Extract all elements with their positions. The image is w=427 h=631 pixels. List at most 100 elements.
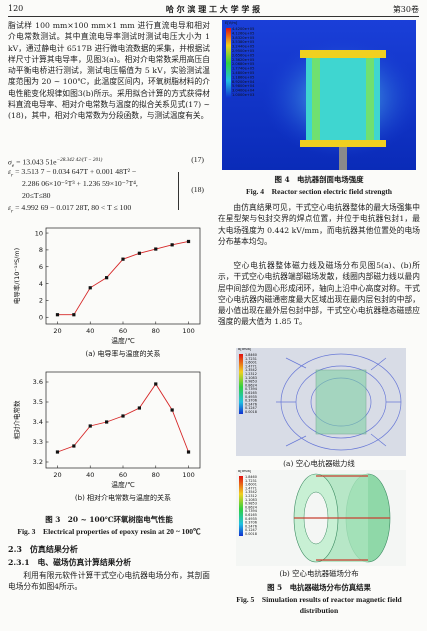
legend-value: 1.1083 — [245, 498, 257, 502]
chart: 20 40 60 80 100 0 2 4 6 8 10 温度/℃ 电导率/(10⁻¹⁴S/m) (a) … — [12, 227, 201, 358]
legend-value: 1.6001 — [245, 361, 257, 365]
eq-line: 2.286 06×10⁻⁵T³ + 1.236 59×10⁻⁷T⁴, — [22, 179, 138, 188]
running-header: 120 哈 尔 滨 理 工 大 学 学 报 第30卷 — [8, 4, 419, 17]
volume: 第30卷 — [392, 5, 419, 14]
legend-value: 1.3542 — [245, 368, 257, 372]
y-tick-label: 3.6 — [33, 378, 43, 386]
data-point — [154, 382, 158, 386]
legend-value: 1.4771 — [245, 364, 257, 368]
legend-value: 0.7394 — [245, 387, 257, 391]
legend-value: 0.1247 — [245, 528, 257, 532]
y-tick-label: 2 — [39, 297, 43, 305]
legend-value: 0.6165 — [245, 391, 257, 395]
figure-caption: 图 4 电抗器剖面电场强度 — [274, 175, 364, 184]
legend-value: 1.4771 — [245, 486, 257, 490]
data-point — [55, 450, 60, 454]
data-point — [72, 313, 76, 317]
subfigure-caption: (a) 空心电抗器磁力线 — [283, 459, 355, 468]
data-point — [137, 406, 141, 410]
legend-value: 1.4800e+05 — [232, 71, 254, 75]
legend-title: B[tesla] — [238, 470, 252, 473]
legend-value: 2.3620e+05 — [232, 58, 254, 62]
legend-value: 0.9853 — [245, 380, 257, 384]
legend-value: 0.0018 — [245, 532, 257, 536]
y-axis-label: 电导率/(10⁻¹⁴S/m) — [12, 248, 21, 304]
legend-value: 0.9853 — [245, 502, 257, 506]
eq-subscript: r — [11, 172, 14, 179]
equation-17: σe = 13.043 51e−28.342 42/(T − 201) (17) — [8, 154, 210, 172]
figure-caption: 图 3 20 ~ 100℃环氧树脂电气性能 — [45, 515, 173, 524]
legend-value: 0.3706 — [245, 521, 257, 525]
legend-value: 1.8460 — [245, 353, 257, 357]
data-point — [154, 247, 158, 251]
figure-caption: 图 5 电抗器磁场分布仿真结果 — [267, 583, 371, 592]
eq-rhs: = 13.043 51e — [16, 157, 57, 167]
eq-number: (18) — [191, 185, 204, 194]
data-point — [72, 444, 76, 448]
legend-value: 1.7740e+05 — [232, 67, 254, 71]
legend-value: 4.1260e+05 — [232, 31, 254, 35]
legend-title: B[tesla] — [238, 348, 252, 351]
paragraph: 由仿真结果可见，干式空心电抗器整体的最大场强集中在星型架与包封交界的焊点位置，并… — [218, 203, 420, 246]
legend-value: 8.9200e+04 — [232, 80, 255, 84]
legend-value: 1.0000e+03 — [232, 93, 254, 97]
data-point — [186, 239, 191, 244]
eq-subscript: e — [11, 163, 15, 170]
legend-value: 1.2312 — [245, 372, 257, 376]
legend-value: 1.3542 — [245, 490, 257, 494]
fit-line — [57, 383, 189, 453]
legend-value: 3.0400e+04 — [232, 89, 255, 93]
journal-name: 哈 尔 滨 理 工 大 学 学 报 — [165, 4, 261, 14]
legend-value: 0.4935 — [245, 395, 257, 399]
figure-caption-en: Fig. 4 Reactor section electric field st… — [245, 187, 393, 196]
legend-value: 4.4200e+05 — [232, 27, 254, 31]
y-tick-label: 3.3 — [33, 438, 43, 446]
eq-symbol: ε — [8, 203, 12, 212]
legend-value: 0.8624 — [245, 505, 257, 509]
y-axis-label: 相对介电常数 — [12, 400, 21, 440]
equation-18: εr = 3.513 7 − 0.034 647T + 0.001 48T² −… — [8, 166, 210, 216]
data-point — [186, 450, 191, 454]
x-tick-label: 100 — [182, 327, 194, 335]
subfigure-caption: (b) 空心电抗器磁场分布 — [279, 569, 359, 578]
eq-line: = 3.513 7 − 0.034 647T + 0.001 48T² − — [15, 167, 137, 176]
legend-value: 1.7231 — [245, 479, 257, 483]
x-tick-label: 20 — [53, 327, 61, 335]
legend-value: 0.3706 — [245, 399, 257, 403]
eq-symbol: ε — [8, 167, 12, 176]
eq-subscript: r — [11, 208, 14, 215]
data-point — [88, 286, 92, 290]
data-point — [55, 313, 60, 317]
data-point — [105, 420, 109, 424]
page-number: 120 — [8, 4, 24, 13]
subsection-heading: 2.3.1 电、磁场仿真计算结果分析 — [8, 558, 132, 567]
y-tick-label: 3.2 — [33, 458, 43, 466]
eq-line: = 4.992 69 − 0.017 28T, 80 < T ≤ 100 — [15, 203, 132, 212]
y-tick-label: 3.4 — [33, 418, 43, 426]
x-axis-label: 温度/℃ — [111, 336, 135, 345]
legend-value: 1.1860e+05 — [232, 75, 254, 79]
data-point — [121, 414, 125, 418]
data-point — [137, 251, 141, 255]
y-tick-label: 3.5 — [33, 398, 43, 406]
legend-value: 2.9500e+05 — [232, 49, 254, 53]
legend-value: 0.7394 — [245, 509, 257, 513]
eq-symbol: σ — [8, 157, 12, 167]
eq-number: (17) — [191, 155, 204, 164]
legend-value: 0.2476 — [245, 402, 257, 406]
legend-value: 2.0680e+05 — [232, 62, 254, 66]
paragraph: 利用有限元软件计算干式空心电抗器电场分布，其剖面电场分布如图4所示。 — [8, 571, 210, 592]
subfigure-caption: (a) 电导率与温度的关系 — [86, 349, 161, 358]
plot-frame — [45, 371, 201, 469]
y-tick-label: 10 — [35, 229, 43, 237]
data-point — [88, 424, 92, 428]
legend-value: 0.6165 — [245, 513, 257, 517]
legend-value: 3.8320e+05 — [232, 36, 254, 40]
figure-caption-en: Fig. 5 Simulation results of reactor mag… — [236, 595, 402, 615]
eq-line: 20≤T≤80 — [22, 191, 51, 200]
y-tick-label: 6 — [39, 263, 43, 271]
x-tick-label: 40 — [86, 327, 94, 335]
field-image: B[tesla]1.84601.72311.60011.47711.35421.… — [236, 348, 406, 456]
legend-title: E[V/m] — [225, 21, 238, 25]
